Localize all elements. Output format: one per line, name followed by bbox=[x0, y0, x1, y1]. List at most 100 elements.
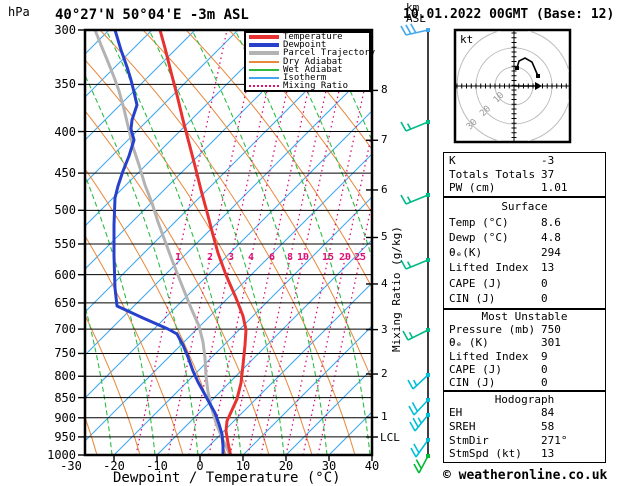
info-row-label: CIN (J) bbox=[449, 291, 496, 305]
info-box-header: Surface bbox=[501, 200, 548, 214]
info-row: CIN (J) 0 bbox=[444, 375, 605, 389]
legend: Temperature Dewpoint Parcel Trajectory Dry … bbox=[244, 31, 375, 92]
pressure-tick-label: 550 bbox=[54, 236, 76, 251]
pressure-tick-label: 400 bbox=[54, 124, 76, 139]
mixing-ratio-axis-label: Mixing Ratio (g/kg) bbox=[390, 226, 403, 352]
info-row-label: PW (cm) bbox=[449, 181, 496, 195]
legend-entry: Parcel Trajectory bbox=[246, 49, 375, 58]
mixing-ratio-value-label: 15 bbox=[321, 252, 335, 263]
info-box: Surface Temp (°C) 8.6 Dewp (°C) 4.8 θₑ(K) 294 L… bbox=[443, 197, 606, 309]
wind-barb-icon bbox=[400, 258, 430, 270]
copyright: © weatheronline.co.uk bbox=[443, 468, 608, 483]
legend-entry-label: Dewpoint bbox=[283, 40, 327, 51]
info-row-value: 13 bbox=[541, 447, 555, 461]
info-row: Temp (°C) 8.6 bbox=[444, 215, 605, 229]
temp-axis-title: Dewpoint / Temperature (°C) bbox=[113, 470, 341, 486]
km-tick-label: 5 bbox=[381, 230, 388, 244]
wind-barb-icon bbox=[402, 328, 430, 341]
info-row-value: 9 bbox=[541, 349, 548, 363]
wet-adiabat-line bbox=[85, 173, 156, 455]
pressure-tick-label: 700 bbox=[54, 322, 76, 337]
isotherm-line bbox=[85, 30, 282, 227]
wet-adiabat-line bbox=[105, 30, 242, 455]
legend-swatch-icon bbox=[249, 76, 279, 79]
info-row: Totals Totals 37 bbox=[444, 167, 605, 181]
info-row-value: 301 bbox=[541, 336, 561, 350]
isotherm-line bbox=[85, 30, 325, 270]
wind-barb-icon bbox=[400, 23, 430, 36]
legend-swatch-icon bbox=[249, 68, 279, 71]
station-title: 40°27'N 50°04'E -3m ASL bbox=[55, 7, 249, 23]
isotherm-line bbox=[85, 153, 372, 442]
hodograph-marker bbox=[536, 74, 540, 78]
info-row: CAPE (J) 0 bbox=[444, 362, 605, 376]
pressure-tick-label: 300 bbox=[54, 23, 76, 37]
pressure-tick-label: 350 bbox=[54, 77, 76, 92]
dry-adiabat-line bbox=[271, 30, 372, 151]
isotherm-line bbox=[113, 196, 372, 455]
km-tick-label: 7 bbox=[381, 133, 388, 147]
plot-border bbox=[83, 28, 374, 457]
info-row: CIN (J) 0 bbox=[444, 291, 605, 305]
info-row: CAPE (J) 0 bbox=[444, 276, 605, 290]
info-row-value: 1.01 bbox=[541, 181, 568, 195]
mixing-ratio-value-label: 10 bbox=[296, 252, 310, 263]
isotherm-line bbox=[85, 30, 153, 98]
info-row-label: CAPE (J) bbox=[449, 362, 502, 376]
legend-swatch-icon bbox=[249, 43, 279, 48]
temp-tick-label: 10 bbox=[235, 459, 251, 473]
info-row-label: θₑ (K) bbox=[449, 336, 489, 350]
dry-adiabat-line bbox=[99, 30, 356, 455]
mixing-ratio-value-label: 25 bbox=[353, 252, 367, 263]
wet-adiabat-line bbox=[191, 30, 328, 455]
legend-entry: Isotherm bbox=[246, 73, 369, 82]
info-row-label: CIN (J) bbox=[449, 375, 496, 389]
wind-barb-icon bbox=[400, 120, 430, 132]
mixing-ratio-value-label: 2 bbox=[206, 252, 214, 263]
km-tick-label: 1 bbox=[381, 410, 388, 424]
mixing-ratio-value-label: 20 bbox=[338, 252, 352, 263]
wind-barb-icon bbox=[408, 398, 430, 416]
info-row: θₑ(K) 294 bbox=[444, 247, 605, 259]
wind-barb-icon bbox=[400, 193, 430, 205]
pressure-tick-label: 600 bbox=[54, 267, 76, 282]
wet-adiabat-line bbox=[320, 30, 372, 143]
info-row-value: 8.6 bbox=[541, 215, 561, 229]
info-row-label: K bbox=[449, 153, 456, 167]
hodograph-marker bbox=[515, 66, 519, 70]
info-row-value: 37 bbox=[541, 167, 555, 181]
info-row: SREH 58 bbox=[444, 420, 605, 433]
dry-adiabat-line bbox=[85, 314, 141, 455]
wet-adiabat-line bbox=[148, 30, 285, 455]
pressure-tick-label: 950 bbox=[54, 429, 76, 444]
km-label: km bbox=[406, 1, 420, 14]
km-asl-axis-label: km ASL bbox=[406, 2, 426, 24]
mixing-ratio-value-label: 1 bbox=[174, 252, 182, 263]
wet-adiabat-line bbox=[277, 30, 372, 260]
info-row-label: Pressure (mb) bbox=[449, 323, 536, 337]
dry-adiabat-line bbox=[85, 234, 184, 455]
dry-adiabat-line bbox=[228, 30, 372, 214]
legend-entry: Dry Adiabat bbox=[246, 57, 369, 66]
info-row: StmDir 271° bbox=[444, 434, 605, 447]
plot-area bbox=[85, 30, 372, 455]
info-row-label: EH bbox=[449, 406, 463, 420]
storm-motion-arrow bbox=[535, 82, 542, 90]
legend-entry: Dewpoint bbox=[246, 40, 369, 51]
mixing-ratio-line bbox=[247, 30, 340, 455]
pressure-tick-label: 750 bbox=[54, 346, 76, 361]
info-row: K -3 bbox=[444, 153, 605, 167]
isotherm-line bbox=[156, 239, 372, 455]
info-row-label: CAPE (J) bbox=[449, 276, 502, 290]
dry-adiabat-line bbox=[85, 59, 313, 455]
hodograph-trace bbox=[516, 57, 539, 77]
temp-tick-label: 30 bbox=[321, 459, 337, 473]
isotherm-line bbox=[85, 30, 239, 184]
info-row-label: Temp (°C) bbox=[449, 215, 509, 229]
lcl-label: LCL bbox=[380, 431, 400, 444]
legend-entry: Wet Adiabat bbox=[246, 64, 369, 75]
km-tick-label: 8 bbox=[381, 83, 388, 97]
legend-entry-label: Temperature bbox=[283, 32, 343, 43]
legend-entry-label: Wet Adiabat bbox=[283, 64, 343, 75]
